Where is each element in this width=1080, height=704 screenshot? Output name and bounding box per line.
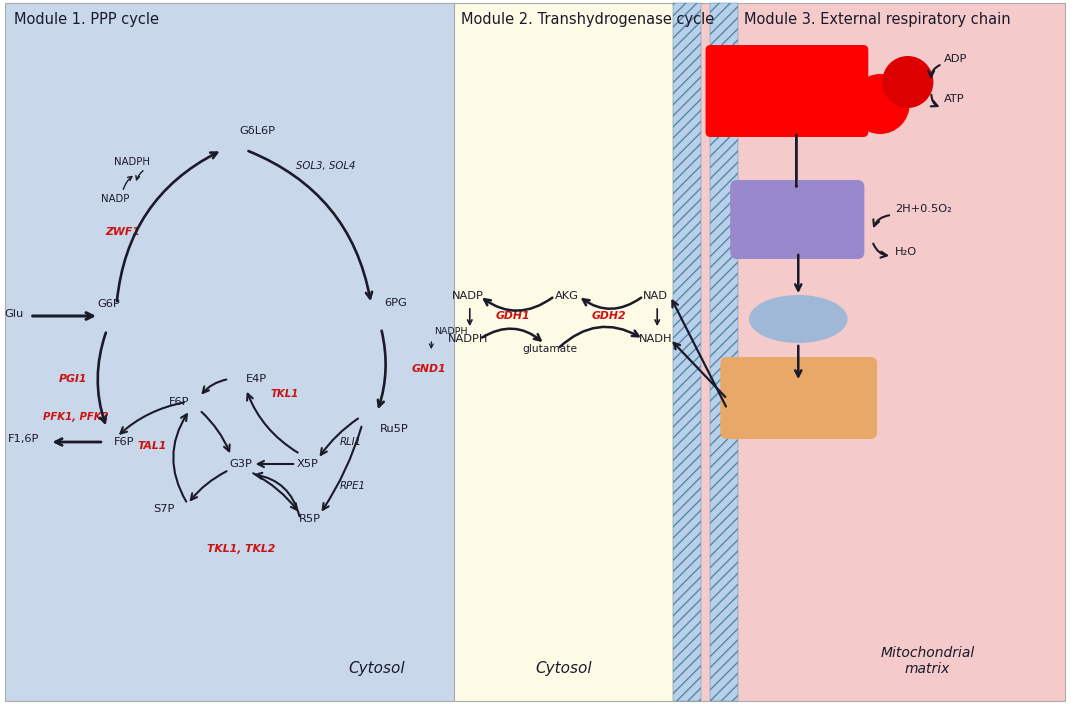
Text: NDE2: NDE2 [781,414,815,424]
Text: H₂O: H₂O [895,247,917,257]
Text: CoQ: CoQ [785,314,811,324]
Text: ZWF1: ZWF1 [105,227,140,237]
Bar [673,3,701,701]
Text: Module 2. Transhydrogenase cycle: Module 2. Transhydrogenase cycle [461,12,714,27]
Text: R5P: R5P [299,514,321,524]
Text: S7P: S7P [153,504,175,514]
Text: NADPH: NADPH [447,334,488,344]
Text: RLI1: RLI1 [339,437,362,447]
Bar [711,3,738,701]
Circle shape [851,74,909,134]
Text: IV: IV [793,234,805,244]
Text: X5P: X5P [297,459,319,469]
Text: 6PG: 6PG [384,298,407,308]
Text: AKG: AKG [554,291,579,301]
Text: Complex: Complex [772,211,824,221]
Text: GDH1: GDH1 [496,311,530,321]
Text: NADH: NADH [638,334,672,344]
Bar [454,3,673,701]
Text: SOL3, SOL4: SOL3, SOL4 [296,161,355,171]
Bar [673,3,701,701]
Text: TKL1, TKL2: TKL1, TKL2 [206,544,275,554]
Text: NADP: NADP [102,194,130,204]
Text: Mitochondrial
matrix: Mitochondrial matrix [880,646,974,676]
Text: glutamate: glutamate [522,344,577,354]
Text: ATP: ATP [944,94,964,104]
Text: GDH2: GDH2 [592,311,626,321]
Text: F1,6P: F1,6P [9,434,40,444]
Text: Glu: Glu [4,309,24,319]
Text: 2H+0.5O₂: 2H+0.5O₂ [895,204,951,214]
Text: NADP: NADP [451,291,484,301]
FancyBboxPatch shape [705,45,868,137]
Bar [5,3,454,701]
Text: PGI1: PGI1 [59,374,87,384]
Text: Ru5P: Ru5P [380,424,408,434]
Circle shape [882,56,933,108]
Text: NAD: NAD [643,291,667,301]
Text: G3P: G3P [229,459,253,469]
Text: Cytosol: Cytosol [349,661,405,676]
Text: E4P: E4P [246,374,267,384]
Text: GND1: GND1 [411,364,446,374]
FancyBboxPatch shape [720,357,877,439]
Text: Cytosol: Cytosol [536,661,592,676]
Text: NADPH: NADPH [434,327,468,337]
Ellipse shape [748,295,848,343]
Text: ADP: ADP [944,54,968,64]
Text: TKL1: TKL1 [270,389,299,399]
Text: F6P: F6P [170,397,190,407]
Text: NADPH: NADPH [114,157,150,167]
Text: G6P: G6P [97,299,120,309]
Text: PFK1, PFK2: PFK1, PFK2 [43,412,109,422]
Text: NDE1: NDE1 [781,389,815,399]
Bar [711,3,738,701]
Text: RPE1: RPE1 [339,481,365,491]
Text: Module 1. PPP cycle: Module 1. PPP cycle [14,12,159,27]
Text: GδL6P: GδL6P [239,126,275,136]
Bar [673,3,1065,701]
Text: Module 3. External respiratory chain: Module 3. External respiratory chain [744,12,1011,27]
Text: F6P: F6P [113,437,134,447]
FancyBboxPatch shape [730,180,864,259]
Text: TAL1: TAL1 [137,441,166,451]
